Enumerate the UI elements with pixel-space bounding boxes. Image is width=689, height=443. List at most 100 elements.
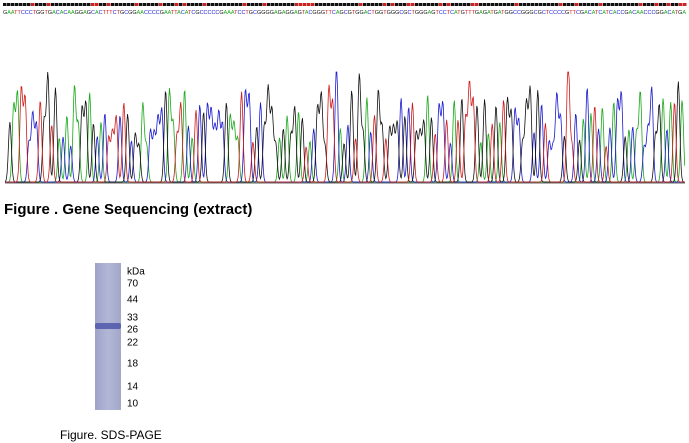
base: C [237,10,241,16]
base: C [513,10,517,16]
unit-label: kDa [127,267,145,278]
sequence: GAATTCCCTGGTGACACAAGGAGCACTTTCTGCGGAACCC… [3,10,686,16]
quality-block [523,3,527,6]
quality-block [355,3,359,6]
quality-block [339,3,343,6]
quality-block [587,3,591,6]
quality-block [647,3,651,6]
quality-block [27,3,31,6]
base: A [231,10,235,16]
quality-block [43,3,47,6]
base: C [204,10,208,16]
quality-block [243,3,247,6]
quality-block [539,3,543,6]
base: G [391,10,395,16]
base: T [569,10,573,16]
quality-block [427,3,431,6]
quality-block [623,3,627,6]
base: C [124,10,128,16]
base: T [435,10,439,16]
quality-block [239,3,243,6]
base: T [106,10,110,16]
base: C [651,10,655,16]
base: G [565,10,569,16]
base: G [285,10,289,16]
base: A [479,10,483,16]
quality-block [227,3,231,6]
quality-block [7,3,11,6]
quality-block [559,3,563,6]
base: C [549,10,553,16]
quality-block [491,3,495,6]
quality-block [619,3,623,6]
base: C [443,10,447,16]
quality-block [495,3,499,6]
quality-block [567,3,571,6]
base: A [454,10,458,16]
quality-block [79,3,83,6]
base: G [624,10,628,16]
quality-block [343,3,347,6]
quality-block [667,3,671,6]
base: C [557,10,561,16]
quality-block [367,3,371,6]
quality-block [375,3,379,6]
base: G [419,10,423,16]
base: G [321,10,325,16]
base: C [344,10,348,16]
base: T [447,10,451,16]
base: T [371,10,375,16]
base: C [29,10,33,16]
quality-block [671,3,675,6]
protein-band [95,323,121,329]
quality-block [631,3,635,6]
base: G [219,10,223,16]
quality-block [303,3,307,6]
quality-block [151,3,155,6]
quality-block [487,3,491,6]
marker-label: 14 [127,382,139,393]
quality-block [403,3,407,6]
quality-block [439,3,443,6]
base: T [14,10,18,16]
quality-block [371,3,375,6]
quality-block [563,3,567,6]
base: G [317,10,321,16]
quality-block [627,3,631,6]
quality-block [659,3,663,6]
base: A [602,10,606,16]
base: C [399,10,403,16]
quality-block [315,3,319,6]
base: C [191,10,195,16]
quality-block [651,3,655,6]
marker-label: 70 [127,279,139,290]
quality-block [215,3,219,6]
base: C [542,10,546,16]
quality-block [63,3,67,6]
quality-block [415,3,419,6]
quality-block [179,3,183,6]
quality-block [455,3,459,6]
quality-block [51,3,55,6]
base: G [160,10,164,16]
base: G [355,10,359,16]
quality-block [679,3,683,6]
quality-block [99,3,103,6]
quality-block [519,3,523,6]
quality-block [467,3,471,6]
quality-block [103,3,107,6]
marker-label: 10 [127,399,139,410]
quality-block [203,3,207,6]
quality-block [551,3,555,6]
base: T [325,10,329,16]
base: G [360,10,364,16]
quality-block [471,3,475,6]
sequencing-caption: Figure . Gene Sequencing (extract) [4,201,252,218]
quality-block [115,3,119,6]
base: C [207,10,211,16]
quality-block [451,3,455,6]
base: C [200,10,204,16]
base: T [383,10,387,16]
